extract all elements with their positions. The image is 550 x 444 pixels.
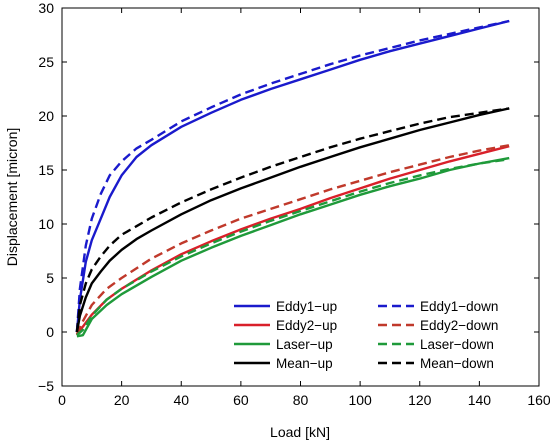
series-line-eddy1-down (75, 19, 510, 333)
y-tick-label: 20 (38, 108, 54, 124)
x-tick-label: 80 (293, 392, 309, 408)
series-layer (75, 19, 510, 338)
y-tick-label: 0 (46, 324, 54, 340)
x-tick-label: 60 (233, 392, 249, 408)
series-line-eddy2-down (75, 144, 510, 335)
series-line-laser-down (76, 158, 510, 337)
legend-label-laser-down: Laser−down (420, 337, 494, 352)
y-tick-label: 15 (38, 162, 54, 178)
x-tick-label: 120 (408, 392, 432, 408)
y-tick-label: 30 (38, 0, 54, 16)
legend-label-laser-up: Laser−up (276, 337, 333, 352)
x-tick-label: 40 (173, 392, 189, 408)
x-tick-label: 0 (58, 392, 66, 408)
legend: Eddy1−up Eddy2−up Laser−up Mean−up Eddy1−dow… (226, 290, 531, 376)
y-tick-label: −5 (38, 378, 54, 394)
x-axis-label: Load [kN] (270, 424, 330, 440)
legend-label-eddy2-up: Eddy2−up (276, 318, 337, 333)
y-tick-label: 5 (46, 270, 54, 286)
y-axis-label: Displacement [micron] (4, 128, 20, 267)
x-tick-label: 160 (527, 392, 550, 408)
legend-label-mean-up: Mean−up (276, 356, 333, 371)
x-tick-label: 20 (114, 392, 130, 408)
y-tick-label: 25 (38, 54, 54, 70)
series-line-eddy1-up (75, 19, 510, 333)
legend-label-eddy1-down: Eddy1−down (420, 299, 498, 314)
legend-label-eddy2-down: Eddy2−down (420, 318, 498, 333)
series-line-laser-up (76, 156, 510, 338)
series-line-mean-up (75, 107, 510, 333)
series-line-mean-down (75, 107, 510, 333)
legend-background (226, 290, 531, 376)
legend-label-mean-down: Mean−down (420, 356, 494, 371)
x-tick-label: 140 (468, 392, 492, 408)
legend-label-eddy1-up: Eddy1−up (276, 299, 337, 314)
y-tick-label: 10 (38, 216, 54, 232)
x-tick-label: 100 (348, 392, 372, 408)
